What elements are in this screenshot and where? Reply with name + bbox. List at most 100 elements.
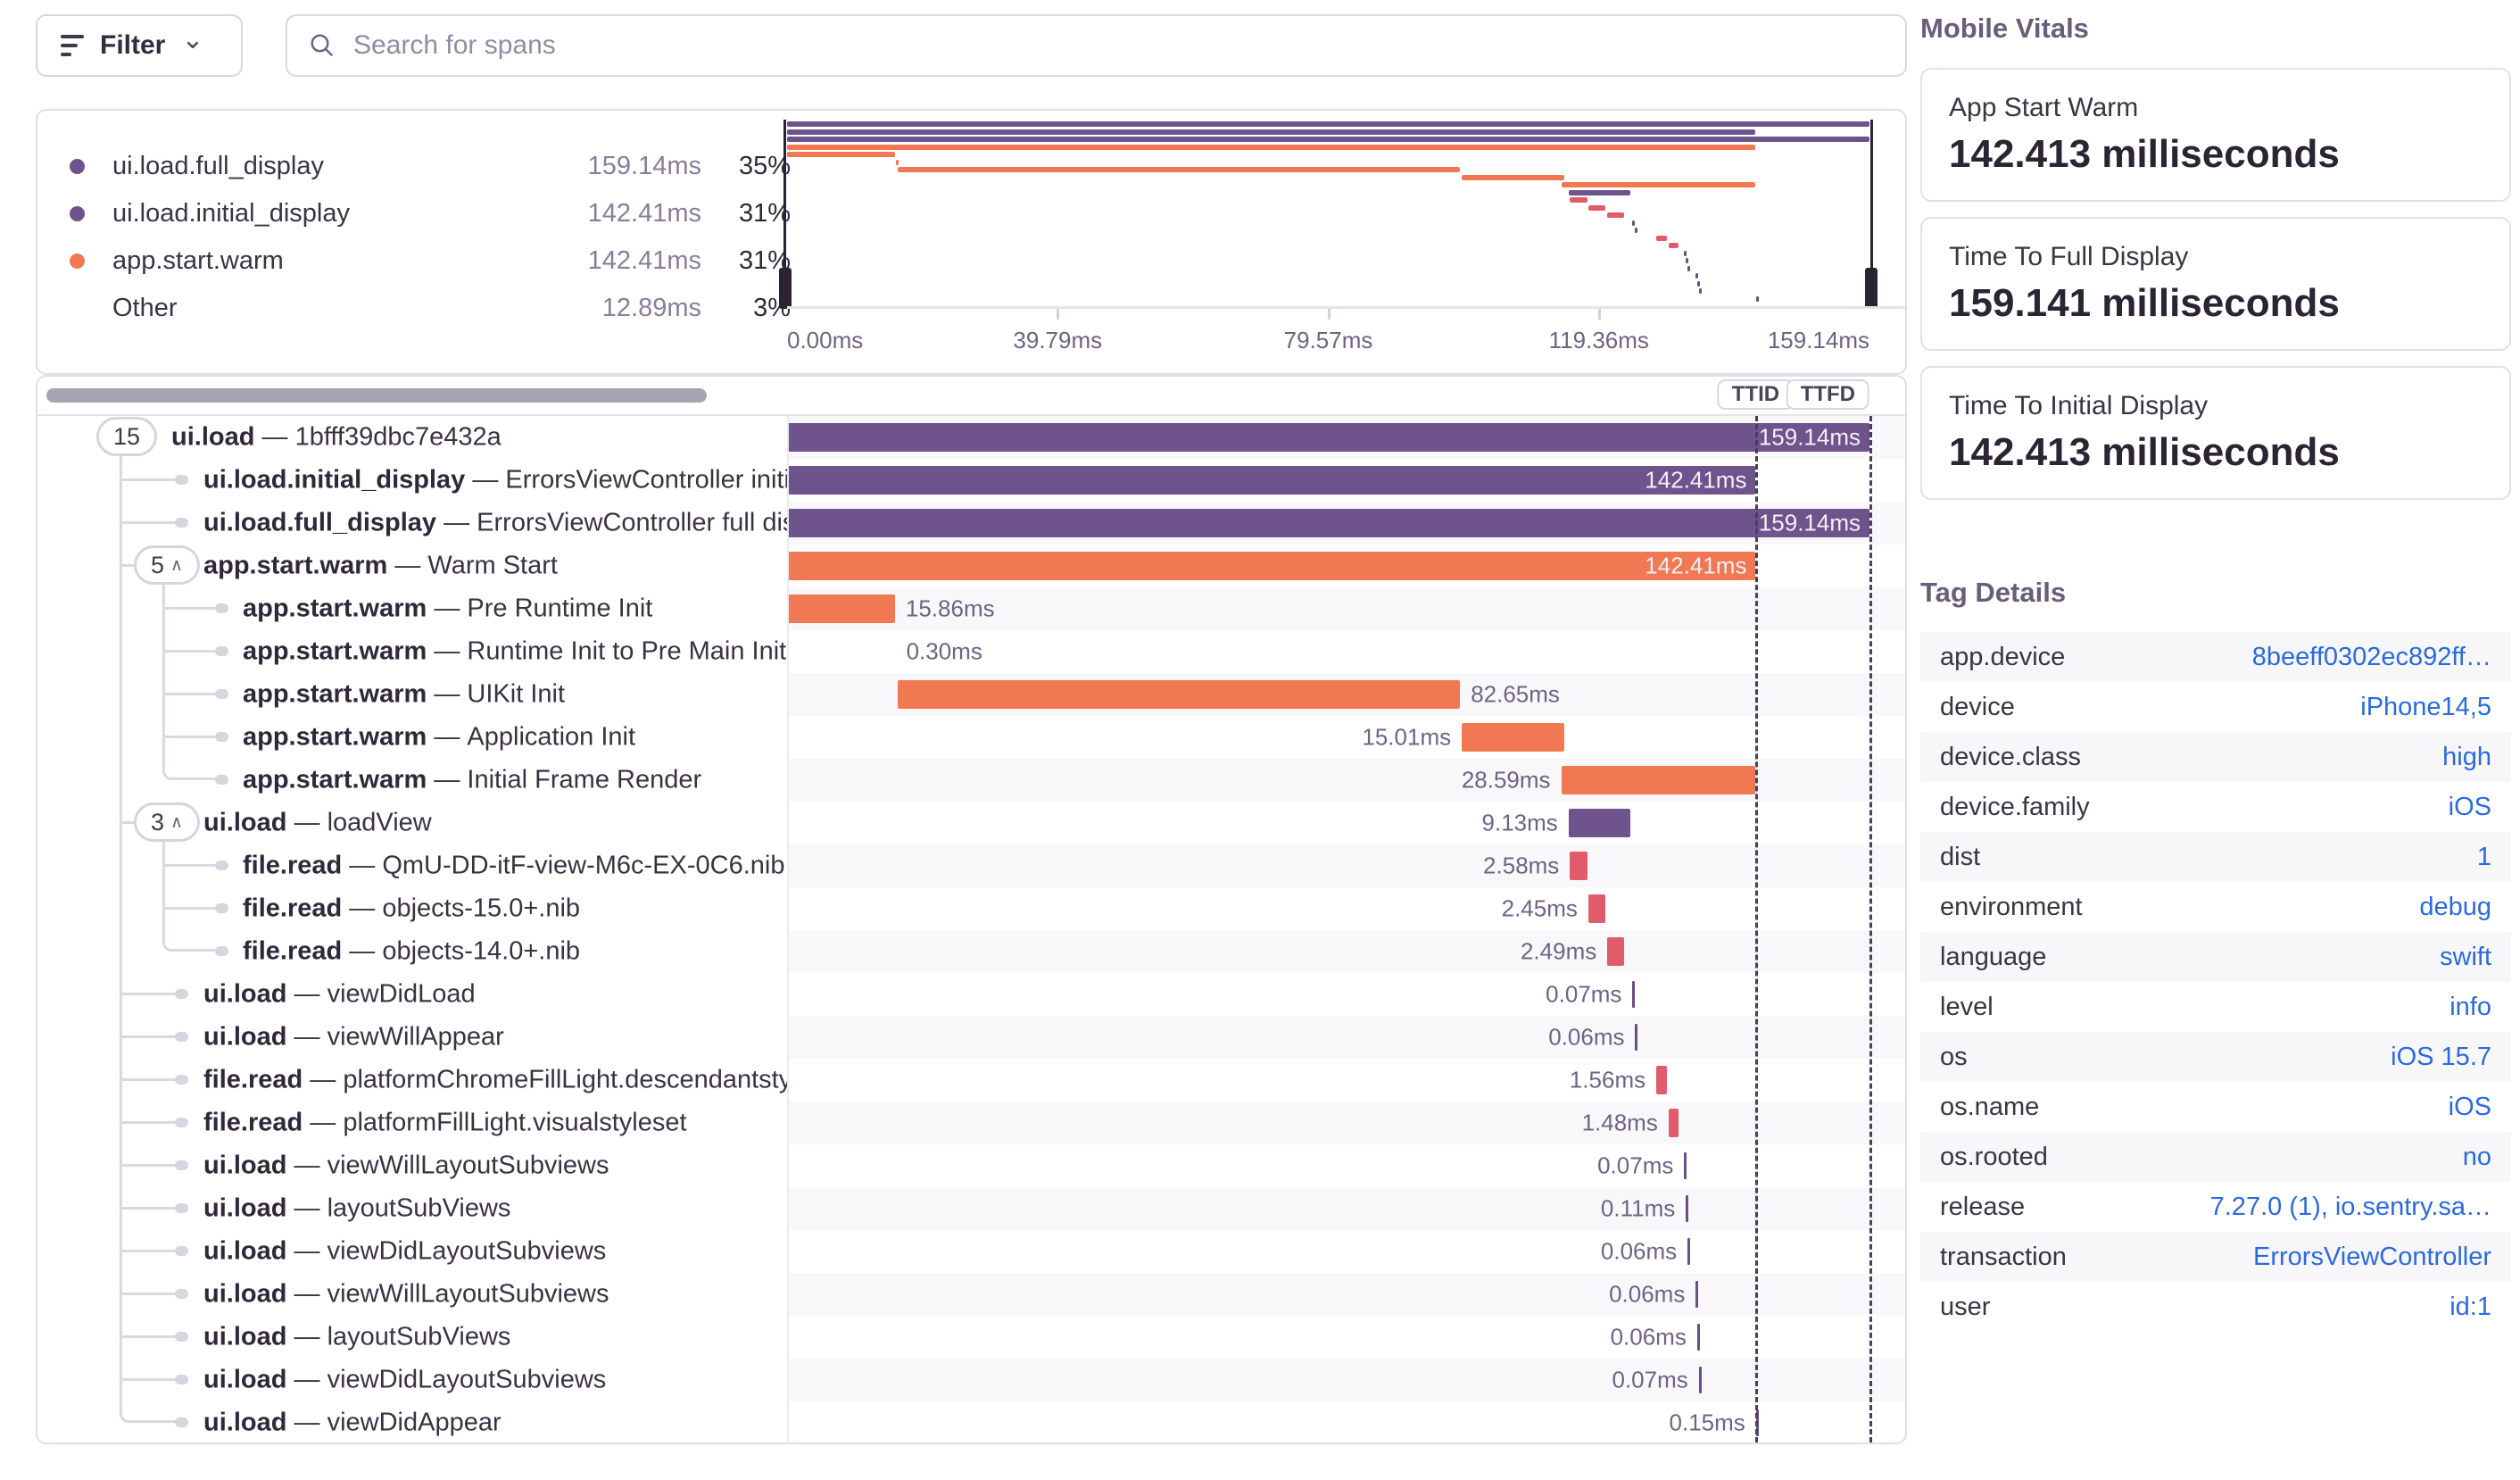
span-row[interactable]: 15.01ms app.start.warm — Application Init [37,716,1905,759]
tree-cell: ui.load — viewDidAppear [37,1401,787,1443]
axis-tick-label: 79.57ms [1283,327,1373,353]
tag-value-link[interactable]: iOS [2448,792,2491,821]
span-row[interactable]: 2.58ms file.read — QmU-DD-itF-view-M6c-EX… [37,844,1905,887]
span-row[interactable]: 0.06ms ui.load — viewWillAppear [37,1016,1905,1059]
tag-value-link[interactable]: 1 [2476,842,2491,871]
span-title: ui.load — layoutSubViews [203,1194,510,1224]
tag-value-link[interactable]: high [2442,742,2491,771]
span-children-badge[interactable]: 3 ∧ [134,802,200,842]
tag-value-link[interactable]: info [2450,992,2491,1021]
span-children-badge[interactable]: 5 ∧ [134,545,200,585]
tree-guide-elbow [162,930,221,952]
minimap-span-bar [1635,228,1638,233]
tree-cell: 3 ∧ ui.load — loadView [37,802,787,844]
tag-row: device.family iOS [1920,782,2511,832]
tag-value-link[interactable]: 7.27.0 (1), io.sentry.sa… [2209,1192,2491,1221]
span-row[interactable]: 159.14ms ui.load.full_display — ErrorsVie… [37,502,1905,545]
tree-cell: ui.load — viewWillLayoutSubviews [37,1273,787,1316]
trace-overview-card: ui.load.full_display 159.14ms 35% ui.load.i… [36,109,1907,375]
tag-value-link[interactable]: id:1 [2450,1292,2491,1321]
ttfd-pill[interactable]: TTFD [1786,379,1869,410]
span-bar: 0.06ms [1609,1281,1699,1308]
span-row[interactable]: 0.06ms ui.load — layoutSubViews [37,1316,1905,1359]
legend-percent: 35% [738,152,791,180]
span-duration-label: 0.06ms [1609,1280,1686,1308]
ttid-pill[interactable]: TTID [1717,379,1795,410]
trace-minimap[interactable] [779,114,1878,309]
span-row[interactable]: 0.07ms ui.load — viewDidLoad [37,973,1905,1016]
filter-button[interactable]: Filter ⌄ [36,14,243,77]
tag-value-link[interactable]: ErrorsViewController [2253,1242,2491,1271]
span-row[interactable]: 15.86ms app.start.warm — Pre Runtime Init [37,587,1905,630]
span-op: app.start.warm [243,594,427,623]
span-row[interactable]: 1.56ms file.read — platformChromeFillLigh… [37,1059,1905,1102]
legend-item: app.start.warm 142.41ms 31% [70,237,791,285]
sidebar: Mobile Vitals App Start Warm 142.413 mill… [1920,12,2511,1332]
tag-value-link[interactable]: debug [2419,892,2491,921]
minimap-span-bar [1684,250,1687,256]
span-row[interactable]: 159.14ms 15 ui.load — 1bfff39dbc7e432a [37,416,1905,459]
span-row[interactable]: 0.06ms ui.load — viewWillLayoutSubviews [37,1273,1905,1316]
waterfall-cell: 15.01ms [787,716,1905,759]
horizontal-scrollbar[interactable] [46,388,707,403]
tree-connector-dot [215,603,228,613]
span-row[interactable]: 2.49ms file.read — objects-14.0+.nib [37,930,1905,973]
waterfall-cell: 159.14ms [787,416,1905,459]
span-title: ui.load.initial_display — ErrorsViewCont… [203,466,787,495]
tag-value-link[interactable]: iOS [2448,1092,2491,1121]
span-row[interactable]: 0.07ms ui.load — viewWillLayoutSubviews [37,1144,1905,1187]
legend-duration: 159.14ms [587,152,701,180]
span-op: ui.load [203,1279,287,1309]
span-row[interactable]: 2.45ms file.read — objects-15.0+.nib [37,887,1905,930]
tree-guide-stub [120,1293,181,1295]
tree-cell: app.start.warm — Initial Frame Render [37,759,787,802]
span-op: ui.load [203,1365,287,1394]
tag-value-link[interactable]: iOS 15.7 [2391,1042,2491,1071]
span-op: ui.load [203,1193,287,1223]
tree-connector-dot [175,1118,188,1127]
tree-cell: app.start.warm — UIKit Init [37,673,787,716]
filter-icon [61,35,84,56]
span-row[interactable]: 0.06ms ui.load — viewDidLayoutSubviews [37,1230,1905,1273]
span-row[interactable]: 82.65ms app.start.warm — UIKit Init [37,673,1905,716]
tag-key: device.family [1940,792,2090,821]
span-op: ui.load [203,1151,287,1180]
tree-cell: ui.load — viewDidLayoutSubviews [37,1359,787,1401]
tree-guide-stub [162,607,221,610]
span-row[interactable]: 0.30ms app.start.warm — Runtime Init to P… [37,630,1905,673]
waterfall-cell: 2.49ms [787,930,1905,973]
tree-guide-stub [120,1378,181,1381]
span-op-breakdown: ui.load.full_display 159.14ms 35% ui.load.i… [70,143,791,332]
span-row[interactable]: 9.13ms 3 ∧ ui.load — loadView [37,802,1905,844]
minimap-span-bar [1570,197,1587,203]
tag-value-link[interactable]: swift [2440,942,2491,971]
minimap-right-bound [1870,120,1873,309]
span-bar: 0.07ms [1546,981,1636,1008]
tag-value-link[interactable]: iPhone14,5 [2360,692,2491,721]
mobile-vitals-title: Mobile Vitals [1920,12,2089,44]
span-duration-label: 15.01ms [1362,723,1452,751]
waterfall-plot: 0.06ms [787,1230,1869,1273]
span-duration-label: 0.15ms [1669,1409,1745,1436]
tag-key: os [1940,1042,1968,1071]
span-row[interactable]: 142.41ms 5 ∧ app.start.warm — Warm Start [37,545,1905,587]
span-row[interactable]: 1.48ms file.read — platformFillLight.visu… [37,1102,1905,1144]
span-search-field[interactable] [286,14,1907,77]
span-row[interactable]: 0.07ms ui.load — viewDidLayoutSubviews [37,1359,1905,1401]
tree-cell: file.read — QmU-DD-itF-view-M6c-EX-0C6.n… [37,844,787,887]
span-op: file.read [243,936,343,966]
tag-value-link[interactable]: 8beeff0302ec892ff… [2251,642,2491,671]
minimap-left-handle[interactable] [779,268,792,309]
span-row[interactable]: 28.59ms app.start.warm — Initial Frame Re… [37,759,1905,802]
search-input[interactable] [352,29,1884,62]
span-row[interactable]: 142.41ms ui.load.initial_display — Errors… [37,459,1905,502]
span-separator: — [342,894,383,923]
span-description: Runtime Init to Pre Main Initializers [467,636,787,666]
minimap-span-bar [787,129,1756,135]
minimap-right-handle[interactable] [1865,268,1878,309]
minimap-axis: 0.00ms 39.79ms 79.57ms 119.36ms 159.14ms [787,306,1905,373]
tag-value-link[interactable]: no [2462,1142,2491,1171]
span-row[interactable]: 0.15ms ui.load — viewDidAppear [37,1401,1905,1443]
span-row[interactable]: 0.11ms ui.load — layoutSubViews [37,1187,1905,1230]
span-children-badge[interactable]: 15 [96,417,158,456]
